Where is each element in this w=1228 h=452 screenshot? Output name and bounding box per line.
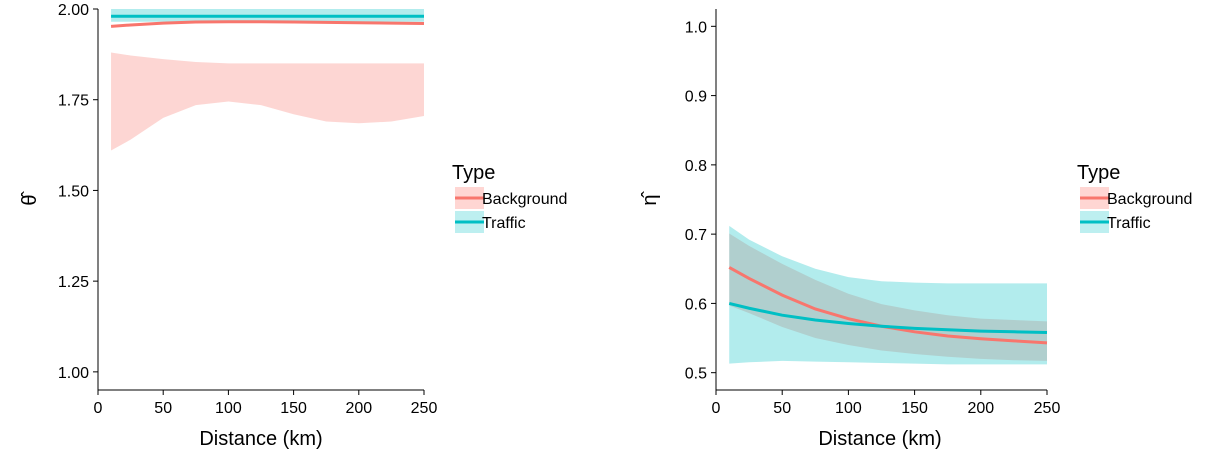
x-tick-label: 200 [345,400,372,417]
legend: Type Background Traffic [452,162,567,233]
x-axis-title: Distance (km) [199,428,322,450]
chart-panel-eta: 0 50 100 150 200 250 0.5 0.6 0.7 0.8 0.9 1.0 Dista… [639,9,1192,450]
legend-item-traffic: Traffic [1080,211,1151,233]
x-tick-label: 250 [1034,400,1061,417]
x-tick-label: 200 [967,400,994,417]
x-tick-label: 100 [215,400,242,417]
y-tick-label: 1.0 [685,19,707,36]
y-axis-title: η̂ [639,190,661,205]
y-tick-label: 0.8 [685,158,707,175]
legend-label-background: Background [1107,191,1192,208]
x-tick-label: 0 [712,400,721,417]
y-axis-title: θ̂ [19,190,41,205]
legend: Type Background Traffic [1077,162,1192,233]
ci-band-background [729,233,1047,361]
x-axis-title: Distance (km) [818,428,941,450]
y-tick-label: 1.75 [58,93,89,110]
plot-area [728,225,1048,365]
series-line-background [110,20,425,28]
x-tick-label: 0 [94,400,103,417]
x-tick-label: 150 [280,400,307,417]
legend-item-background: Background [1080,187,1192,209]
legend-title: Type [452,162,495,184]
y-tick-label: 1.00 [58,365,89,382]
legend-title: Type [1077,162,1120,184]
y-tick-label: 0.7 [685,227,707,244]
series-line-traffic [728,301,1048,334]
x-tick-label: 50 [154,400,172,417]
y-tick-label: 0.5 [685,366,707,383]
x-tick-label: 50 [773,400,791,417]
legend-item-background: Background [455,187,567,209]
y-axis: 1.00 1.25 1.50 1.75 2.00 [58,2,99,390]
y-tick-label: 1.25 [58,274,89,291]
x-axis: 0 50 100 150 200 250 [94,389,438,417]
y-tick-label: 1.50 [58,183,89,200]
y-tick-label: 2.00 [58,2,89,19]
plot-area [110,9,425,151]
x-axis: 0 50 100 150 200 250 [712,389,1061,417]
x-tick-label: 100 [835,400,862,417]
y-tick-label: 0.6 [685,296,707,313]
y-axis: 0.5 0.6 0.7 0.8 0.9 1.0 [685,9,717,390]
chart-panel-theta: 0 50 100 150 200 250 1.00 1.25 1.50 1.75 2.00 Dis… [19,2,567,450]
legend-item-traffic: Traffic [455,211,526,233]
ci-band-traffic [729,225,1047,365]
ci-band-background [111,52,424,151]
legend-label-traffic: Traffic [482,215,526,232]
x-tick-label: 250 [411,400,438,417]
legend-label-traffic: Traffic [1107,215,1151,232]
x-tick-label: 150 [901,400,928,417]
legend-label-background: Background [482,191,567,208]
y-tick-label: 0.9 [685,89,707,106]
